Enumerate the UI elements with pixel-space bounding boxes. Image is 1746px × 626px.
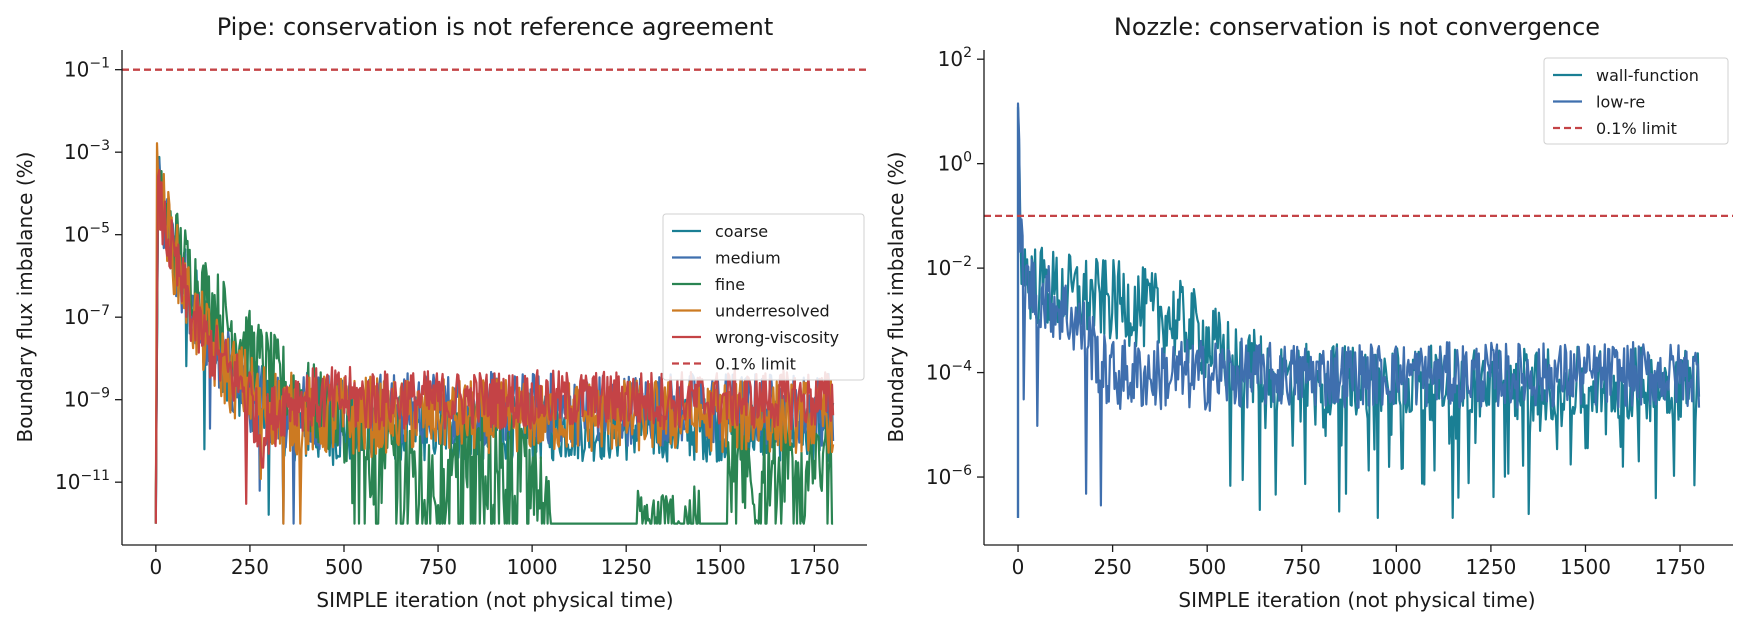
pipe-x-tick-label: 1000 <box>507 555 558 579</box>
nozzle-series-low-re <box>1016 102 1701 518</box>
pipe-legend-label-fine: fine <box>715 275 745 294</box>
pipe-y-axis-label: Boundary flux imbalance (%) <box>13 152 37 443</box>
nozzle-x-tick-label: 250 <box>1094 555 1132 579</box>
pipe-x-tick-label: 1750 <box>789 555 840 579</box>
nozzle-plot-area <box>983 50 1733 546</box>
pipe-x-tick-label: 250 <box>231 555 269 579</box>
nozzle-legend-label-low-re: low-re <box>1596 93 1645 112</box>
pipe-x-tick-label: 1250 <box>601 555 652 579</box>
nozzle-title: Nozzle: conservation is not convergence <box>1114 13 1600 41</box>
pipe-y-tick-label: 10−1 <box>64 56 110 82</box>
pipe-x-axis-label: SIMPLE iteration (not physical time) <box>316 588 673 612</box>
nozzle-y-axis-label: Boundary flux imbalance (%) <box>884 152 908 443</box>
nozzle-y-tick-label: 102 <box>938 45 972 71</box>
nozzle-x-tick-label: 0 <box>1012 555 1025 579</box>
pipe-x-ticks: 0 250 500 750 1000 1250 1500 1750 <box>149 545 840 579</box>
nozzle-y-tick-label: 10−6 <box>926 463 972 489</box>
pipe-y-tick-label: 10−9 <box>64 386 110 412</box>
nozzle-y-ticks: 102 100 10−2 10−4 10−6 <box>926 45 984 489</box>
nozzle-y-tick-label: 100 <box>938 150 972 176</box>
pipe-x-tick-label: 750 <box>419 555 457 579</box>
pipe-plot-area <box>121 50 867 546</box>
nozzle-y-tick-label: 10−4 <box>926 359 972 385</box>
nozzle-legend-frame <box>1543 57 1729 145</box>
nozzle-y-tick-label: 10−2 <box>926 254 972 280</box>
pipe-x-tick-label: 500 <box>325 555 363 579</box>
nozzle-x-tick-label: 500 <box>1188 555 1226 579</box>
pipe-series-wrong-viscosity <box>154 169 835 524</box>
pipe-y-tick-label: 10−11 <box>55 468 110 494</box>
nozzle-x-ticks: 0 250 500 750 1000 1250 1500 1750 <box>1012 545 1706 579</box>
pipe-legend-label-medium: medium <box>715 249 781 268</box>
nozzle-panel: Nozzle: conservation is not convergence … <box>884 13 1733 612</box>
nozzle-x-tick-label: 1000 <box>1371 555 1422 579</box>
pipe-series-group <box>122 68 867 525</box>
pipe-legend-label-0-1-limit: 0.1% limit <box>715 355 796 374</box>
pipe-y-ticks: 10−1 10−3 10−5 10−7 10−9 10−11 <box>55 56 122 494</box>
pipe-y-tick-label: 10−7 <box>64 303 110 329</box>
pipe-series-fine <box>154 170 834 525</box>
nozzle-legend-label-wall-function: wall-function <box>1596 66 1699 85</box>
nozzle-series-group <box>984 102 1733 520</box>
pipe-x-tick-label: 0 <box>149 555 162 579</box>
pipe-panel: Pipe: conservation is not reference agre… <box>13 13 867 612</box>
nozzle-legend: wall-function low-re 0.1% limit <box>1543 57 1729 145</box>
pipe-y-tick-label: 10−5 <box>64 221 110 247</box>
pipe-x-tick-label: 1500 <box>695 555 746 579</box>
pipe-title: Pipe: conservation is not reference agre… <box>217 13 774 41</box>
pipe-y-tick-label: 10−3 <box>64 138 110 164</box>
nozzle-x-tick-label: 1250 <box>1465 555 1516 579</box>
nozzle-x-tick-label: 1500 <box>1560 555 1611 579</box>
pipe-legend-label-coarse: coarse <box>715 222 768 241</box>
nozzle-x-tick-label: 1750 <box>1655 555 1706 579</box>
nozzle-x-axis-label: SIMPLE iteration (not physical time) <box>1178 588 1535 612</box>
pipe-legend: coarse medium fine underresolved wrong-visco… <box>662 213 865 381</box>
pipe-legend-label-wrong-viscosity: wrong-viscosity <box>715 328 839 347</box>
nozzle-legend-label-0-1-limit: 0.1% limit <box>1596 119 1677 138</box>
pipe-legend-frame <box>662 213 865 381</box>
pipe-legend-label-underresolved: underresolved <box>715 302 830 321</box>
nozzle-x-tick-label: 750 <box>1283 555 1321 579</box>
